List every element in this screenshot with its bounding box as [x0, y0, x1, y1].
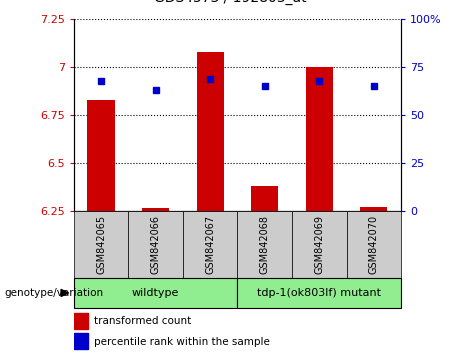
Bar — [347, 211, 401, 278]
Text: GDS4573 / 192803_at: GDS4573 / 192803_at — [154, 0, 307, 5]
Bar — [237, 278, 401, 308]
Text: GSM842070: GSM842070 — [369, 215, 379, 274]
Bar — [74, 313, 88, 329]
Text: wildtype: wildtype — [132, 288, 179, 298]
Bar — [237, 211, 292, 278]
Bar — [306, 67, 333, 211]
Text: percentile rank within the sample: percentile rank within the sample — [94, 337, 270, 347]
Bar — [251, 186, 278, 211]
Text: GSM842065: GSM842065 — [96, 215, 106, 274]
Bar — [292, 211, 347, 278]
Bar — [74, 333, 88, 349]
Text: genotype/variation: genotype/variation — [5, 288, 104, 298]
Bar — [360, 207, 387, 211]
Text: tdp-1(ok803lf) mutant: tdp-1(ok803lf) mutant — [257, 288, 381, 298]
Bar — [142, 208, 169, 211]
Bar — [128, 211, 183, 278]
Bar — [74, 278, 237, 308]
Text: GSM842068: GSM842068 — [260, 215, 270, 274]
Bar — [88, 100, 115, 211]
Text: GSM842069: GSM842069 — [314, 215, 324, 274]
Text: GSM842067: GSM842067 — [205, 215, 215, 274]
Text: GSM842066: GSM842066 — [151, 215, 160, 274]
Bar — [74, 211, 128, 278]
Bar — [196, 52, 224, 211]
Text: transformed count: transformed count — [94, 316, 191, 326]
Bar — [183, 211, 237, 278]
